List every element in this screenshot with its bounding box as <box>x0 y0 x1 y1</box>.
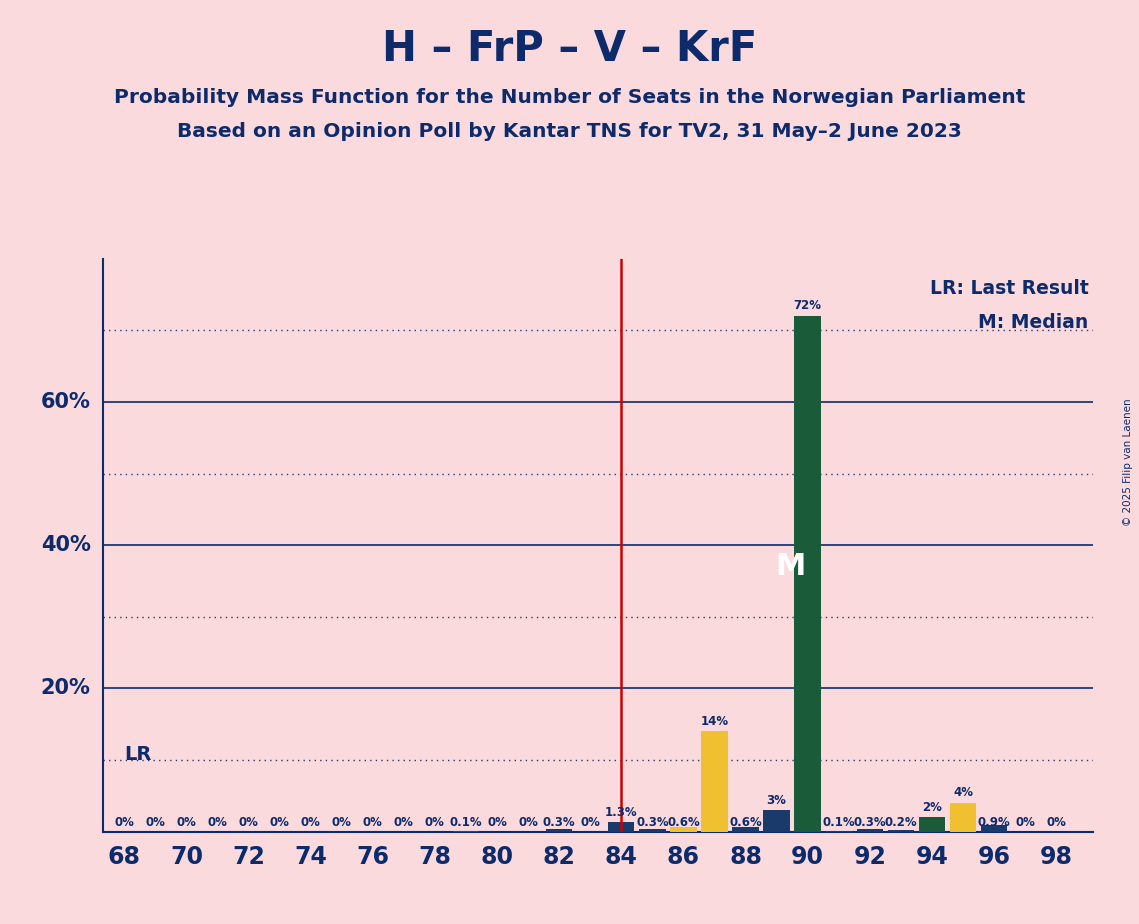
Text: 0.1%: 0.1% <box>822 816 855 829</box>
Bar <box>608 822 634 832</box>
Text: 0%: 0% <box>363 816 383 829</box>
Bar <box>546 830 572 832</box>
Text: 40%: 40% <box>41 535 91 555</box>
Bar <box>732 827 759 832</box>
Text: 72%: 72% <box>794 299 821 312</box>
Bar <box>887 830 913 832</box>
Text: 0%: 0% <box>114 816 134 829</box>
Text: 0.6%: 0.6% <box>729 816 762 829</box>
Text: Probability Mass Function for the Number of Seats in the Norwegian Parliament: Probability Mass Function for the Number… <box>114 88 1025 107</box>
Text: 0.3%: 0.3% <box>636 816 669 829</box>
Text: 20%: 20% <box>41 678 91 699</box>
Text: 0.2%: 0.2% <box>885 816 917 829</box>
Bar <box>950 803 976 832</box>
Text: H – FrP – V – KrF: H – FrP – V – KrF <box>382 28 757 69</box>
Text: 4%: 4% <box>953 786 973 799</box>
Bar <box>670 827 697 832</box>
Text: 2%: 2% <box>921 801 942 814</box>
Text: 0.1%: 0.1% <box>450 816 482 829</box>
Text: LR: Last Result: LR: Last Result <box>929 279 1089 298</box>
Text: 3%: 3% <box>767 794 787 807</box>
Bar <box>794 316 821 832</box>
Text: 0%: 0% <box>238 816 259 829</box>
Text: 1.3%: 1.3% <box>605 806 638 819</box>
Bar <box>702 732 728 832</box>
Text: 0%: 0% <box>146 816 165 829</box>
Text: 0%: 0% <box>207 816 228 829</box>
Bar <box>981 825 1007 832</box>
Text: M: M <box>776 553 805 581</box>
Text: 0%: 0% <box>425 816 445 829</box>
Text: 0%: 0% <box>331 816 352 829</box>
Text: 60%: 60% <box>41 392 91 412</box>
Text: 0%: 0% <box>580 816 600 829</box>
Bar <box>639 830 665 832</box>
Text: 0%: 0% <box>518 816 538 829</box>
Text: 0%: 0% <box>177 816 196 829</box>
Text: 0.6%: 0.6% <box>667 816 699 829</box>
Bar <box>919 817 945 832</box>
Text: Based on an Opinion Poll by Kantar TNS for TV2, 31 May–2 June 2023: Based on an Opinion Poll by Kantar TNS f… <box>177 122 962 141</box>
Text: © 2025 Filip van Laenen: © 2025 Filip van Laenen <box>1123 398 1133 526</box>
Text: 0.3%: 0.3% <box>853 816 886 829</box>
Text: 0.3%: 0.3% <box>543 816 575 829</box>
Text: 0%: 0% <box>270 816 289 829</box>
Text: M: Median: M: Median <box>978 313 1089 332</box>
Text: 0%: 0% <box>1047 816 1066 829</box>
Bar <box>857 830 883 832</box>
Text: LR: LR <box>124 745 151 763</box>
Text: 0.9%: 0.9% <box>977 816 1010 829</box>
Text: 0%: 0% <box>394 816 413 829</box>
Bar <box>763 810 789 832</box>
Text: 0%: 0% <box>301 816 320 829</box>
Text: 0%: 0% <box>487 816 507 829</box>
Text: 0%: 0% <box>1015 816 1035 829</box>
Text: 14%: 14% <box>700 715 729 728</box>
